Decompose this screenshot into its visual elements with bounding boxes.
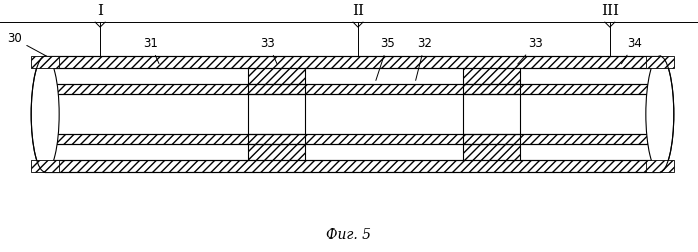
Text: 32: 32 (415, 37, 432, 80)
Bar (646, 160, 674, 172)
Bar (45, 160, 660, 172)
Bar (248, 144, 305, 160)
Ellipse shape (31, 56, 59, 172)
Bar (248, 94, 305, 134)
Bar (646, 56, 674, 68)
Bar (463, 94, 520, 134)
Text: 30: 30 (7, 32, 47, 57)
Text: Фиг. 5: Фиг. 5 (327, 228, 371, 242)
Bar (45, 68, 660, 160)
Bar (45, 56, 660, 68)
Bar (248, 68, 305, 84)
Bar (463, 84, 520, 94)
Bar (463, 134, 520, 144)
Text: 35: 35 (376, 37, 395, 80)
Bar (45, 94, 660, 134)
Text: 31: 31 (142, 37, 159, 64)
Text: III: III (601, 4, 619, 18)
Bar (45, 134, 660, 144)
Bar (463, 68, 520, 84)
Bar (463, 144, 520, 160)
Bar (248, 84, 305, 94)
Text: I: I (97, 4, 103, 18)
Text: 34: 34 (621, 37, 642, 64)
Bar (45, 84, 660, 94)
Text: 33: 33 (518, 37, 543, 64)
Text: II: II (352, 4, 364, 18)
Bar (31, 56, 59, 68)
Bar (31, 160, 59, 172)
Text: 33: 33 (260, 37, 277, 64)
Bar (248, 134, 305, 144)
Ellipse shape (646, 56, 674, 172)
